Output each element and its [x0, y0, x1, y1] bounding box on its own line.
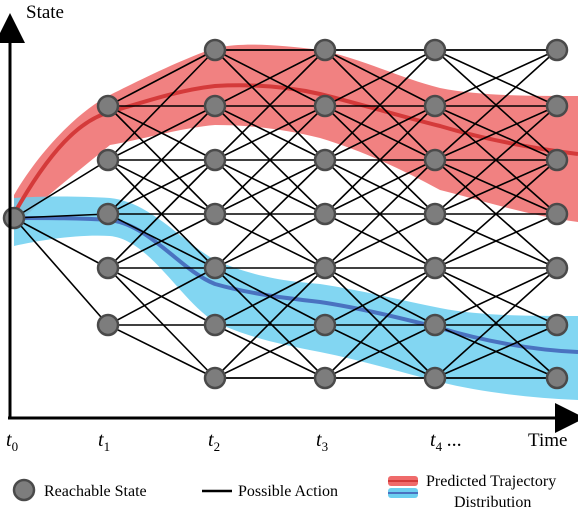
possible-action-edge: [13, 217, 109, 326]
possible-action-edge: [434, 105, 558, 161]
legend-possible-action-label: Possible Action: [238, 483, 338, 500]
red-trajectory-line: [12, 83, 578, 215]
possible-action-edge: [214, 159, 326, 215]
possible-action-edge: [324, 267, 436, 326]
possible-action-edge: [324, 159, 436, 269]
reachable-state-node: [96, 148, 120, 172]
possible-action-edge: [107, 213, 216, 269]
reachable-state-node: [96, 313, 120, 337]
possible-action-edge: [434, 267, 558, 326]
reachable-state-node: [96, 202, 120, 226]
reachable-state-node: [423, 366, 447, 390]
legend-trajectory-label-line2: Distribution: [454, 494, 531, 510]
possible-action-edge: [434, 159, 558, 215]
reachable-state-node: [545, 313, 569, 337]
reachable-state-node: [545, 366, 569, 390]
possible-action-edge: [214, 267, 326, 326]
possible-action-edge: [324, 159, 436, 215]
possible-action-edge: [434, 105, 558, 215]
possible-action-edge: [107, 159, 216, 269]
possible-action-edge: [434, 49, 558, 107]
tick-label-t1: t1: [98, 429, 110, 454]
legend: Reachable State Possible Action Predicte…: [12, 473, 556, 510]
reachable-state-node: [313, 366, 337, 390]
possible-action-edge: [324, 49, 436, 161]
legend-trajectory-label-line1: Predicted Trajectory: [426, 473, 556, 490]
reachable-state-node: [203, 313, 227, 337]
reachable-state-nodes: [2, 38, 569, 390]
possible-action-edge: [13, 159, 109, 219]
possible-action-edge: [324, 213, 436, 269]
reachable-state-node: [203, 366, 227, 390]
possible-action-edges: [13, 49, 558, 379]
possible-action-edge: [107, 105, 216, 215]
tick-label-t3: t3: [316, 429, 328, 454]
reachable-state-node: [203, 148, 227, 172]
reachable-state-node: [2, 206, 26, 230]
possible-action-edge: [324, 267, 436, 379]
possible-action-edge: [434, 267, 558, 379]
possible-action-edge: [324, 49, 436, 107]
time-tick-labels: t0 t1 t2 t3 t4 ...: [6, 429, 462, 454]
reachable-state-node: [423, 94, 447, 118]
reachable-state-node: [96, 256, 120, 280]
possible-action-edge: [214, 49, 326, 107]
possible-action-edge: [107, 49, 216, 107]
reachable-state-node: [545, 202, 569, 226]
reachable-state-node: [545, 94, 569, 118]
possible-action-edge: [214, 213, 326, 269]
possible-action-edge: [324, 324, 436, 379]
possible-action-edge: [434, 49, 558, 161]
red-trajectory-band: [14, 44, 578, 228]
reachable-state-node: [203, 256, 227, 280]
legend-reachable-state-icon: [12, 478, 36, 502]
reachable-state-node: [203, 94, 227, 118]
tick-label-t4: t4 ...: [430, 429, 462, 454]
possible-action-edge: [107, 324, 216, 379]
reachable-state-node: [203, 38, 227, 62]
tick-label-t0: t0: [6, 429, 18, 454]
reachable-state-node: [545, 38, 569, 62]
possible-action-edge: [214, 267, 326, 379]
reachable-state-node: [313, 38, 337, 62]
possible-action-edge: [214, 105, 326, 215]
reachable-state-node: [423, 256, 447, 280]
y-axis-label: State: [26, 2, 64, 23]
x-axis-label: Time: [528, 430, 567, 451]
legend-reachable-state-label: Reachable State: [44, 483, 147, 500]
possible-action-edge: [13, 213, 109, 219]
reachable-state-node: [313, 202, 337, 226]
tick-label-t2: t2: [208, 429, 220, 454]
possible-action-edge: [107, 159, 216, 215]
possible-action-edge: [324, 105, 436, 215]
possible-action-edge: [13, 217, 109, 269]
reachable-state-node: [423, 38, 447, 62]
reachable-state-node: [96, 94, 120, 118]
possible-action-edge: [214, 49, 326, 161]
possible-action-edge: [214, 324, 326, 379]
reachable-state-node: [423, 313, 447, 337]
reachable-state-node: [423, 202, 447, 226]
reachable-state-node: [313, 94, 337, 118]
reachable-state-node: [203, 202, 227, 226]
reachable-state-node: [313, 313, 337, 337]
reachable-state-node: [313, 148, 337, 172]
reachable-state-node: [545, 148, 569, 172]
possible-action-edge: [324, 105, 436, 161]
possible-action-edge: [107, 267, 216, 326]
possible-action-edge: [434, 159, 558, 269]
possible-action-edge: [214, 105, 326, 161]
reachable-state-node: [545, 256, 569, 280]
reachable-state-node: [313, 256, 337, 280]
possible-action-edge: [107, 49, 216, 161]
possible-action-edge: [434, 213, 558, 269]
reachable-state-node: [423, 148, 447, 172]
possible-action-edge: [107, 105, 216, 161]
possible-action-edge: [214, 159, 326, 269]
possible-action-edge: [107, 267, 216, 379]
possible-action-edge: [434, 324, 558, 379]
